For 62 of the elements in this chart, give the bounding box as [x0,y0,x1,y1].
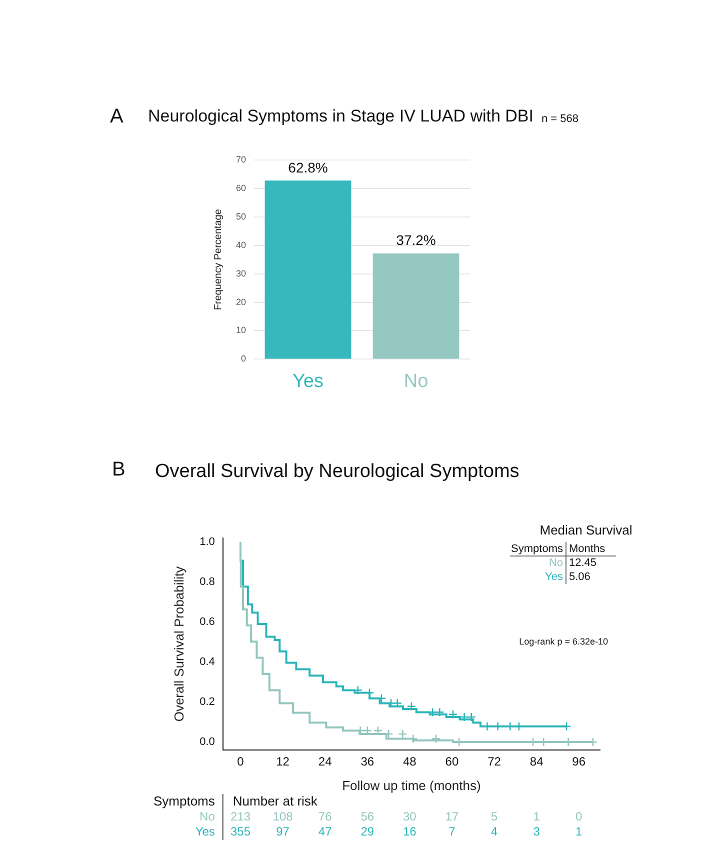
data-label: 62.8% [288,159,328,176]
y-axis-title: Frequency Percentage [212,208,224,310]
text: 108 [272,809,294,824]
chart-title: Neurological Symptoms in Stage IV LUAD with DBI [148,106,534,126]
text: 16 [403,824,417,838]
y-tick-label: 0.6 [200,616,215,628]
text: 97 [276,824,290,838]
x-tick-label: 60 [445,754,459,769]
text: 30 [403,809,417,824]
y-tick-label: 10 [236,325,246,336]
y-tick-label: 50 [236,211,246,222]
y-tick-label: 0.8 [200,576,215,588]
text: 47 [318,824,332,838]
annotation: Log-rank p = 6.32e-10 [519,636,608,646]
text: 1 [533,809,540,824]
x-tick-label: 36 [360,754,374,769]
text: 17 [445,809,459,824]
text: 1 [576,824,583,838]
text: 3 [533,824,540,838]
text: Number at risk [232,794,318,809]
y-tick-label: 1.0 [200,536,215,548]
text: B [112,458,126,481]
annotation: Median Survival [540,522,632,538]
y-tick-label: 40 [236,240,246,250]
y-tick-label: 0.0 [200,736,215,748]
text: Yes [545,571,564,584]
x-tick-label: 96 [572,754,586,769]
text: 76 [318,809,332,824]
text: 5 [490,809,498,824]
data-label: 37.2% [396,232,436,248]
chart-title: Overall Survival by Neurological Symptoms [155,461,520,482]
annotation: Months [569,543,606,556]
y-tick-label: 0.4 [200,656,215,668]
text: 355 [230,824,251,838]
annotation: 5.06 [569,571,590,584]
y-axis-title: Overall Survival Probability [171,566,186,722]
text: 4 [490,824,498,838]
x-tick-label: 24 [318,754,332,769]
text: 56 [360,809,374,824]
x-axis-title: Follow up time (months) [342,778,481,793]
x-tick-label: 12 [276,754,290,769]
y-tick-label: 20 [236,296,246,307]
text: 7 [448,824,456,838]
text: Yes [195,824,215,838]
text: No [200,809,216,824]
y-tick-label: 0 [240,354,246,364]
x-tick-label: 72 [488,754,502,769]
y-tick-label: 30 [236,268,246,278]
x-tick-label: 48 [403,754,417,769]
text: A [110,106,124,128]
text: No [548,557,563,570]
text: n = 568 [541,113,579,126]
text: 29 [360,824,374,838]
y-tick-label: 60 [236,182,246,193]
text: 0 [576,809,583,824]
annotation: 12.45 [569,557,597,570]
text: Symptoms [153,794,216,809]
y-tick-label: 70 [236,154,246,164]
x-tick-label: 84 [530,754,544,769]
text: 213 [230,809,251,824]
annotation: Symptoms [511,543,564,556]
y-tick-label: 0.2 [200,696,215,708]
